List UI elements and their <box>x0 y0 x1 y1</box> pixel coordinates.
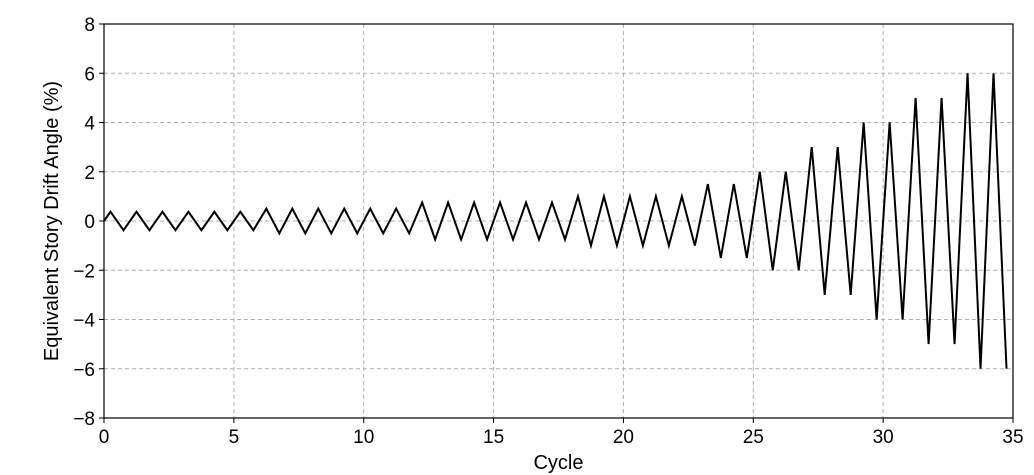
y-tick-label-7: 6 <box>84 64 95 85</box>
x-tick-label-2: 10 <box>353 427 374 448</box>
x-tick-label-0: 0 <box>99 427 110 448</box>
x-tick-label-7: 35 <box>1002 427 1023 448</box>
y-axis-label: Equivalent Story Drift Angle (%) <box>41 81 63 361</box>
x-axis-ticks: 0 5 10 15 20 25 30 35 <box>99 418 1024 448</box>
x-tick-label-5: 25 <box>743 427 764 448</box>
y-axis-ticks: −8 −6 −4 −2 0 2 4 6 8 <box>73 15 104 430</box>
x-tick-label-6: 30 <box>873 427 894 448</box>
y-tick-label-3: −2 <box>73 261 95 282</box>
y-tick-label-5: 2 <box>84 163 95 184</box>
y-tick-label-0: −8 <box>73 409 95 430</box>
x-tick-label-1: 5 <box>229 427 240 448</box>
x-axis-label: Cycle <box>533 452 583 474</box>
x-tick-label-3: 15 <box>483 427 504 448</box>
x-tick-label-4: 20 <box>613 427 634 448</box>
y-tick-label-2: −4 <box>73 311 95 332</box>
y-tick-label-8: 8 <box>84 15 95 36</box>
y-tick-label-4: 0 <box>84 212 95 233</box>
y-tick-label-1: −6 <box>73 360 95 381</box>
y-tick-label-6: 4 <box>84 114 95 135</box>
series-line <box>103 73 1008 369</box>
